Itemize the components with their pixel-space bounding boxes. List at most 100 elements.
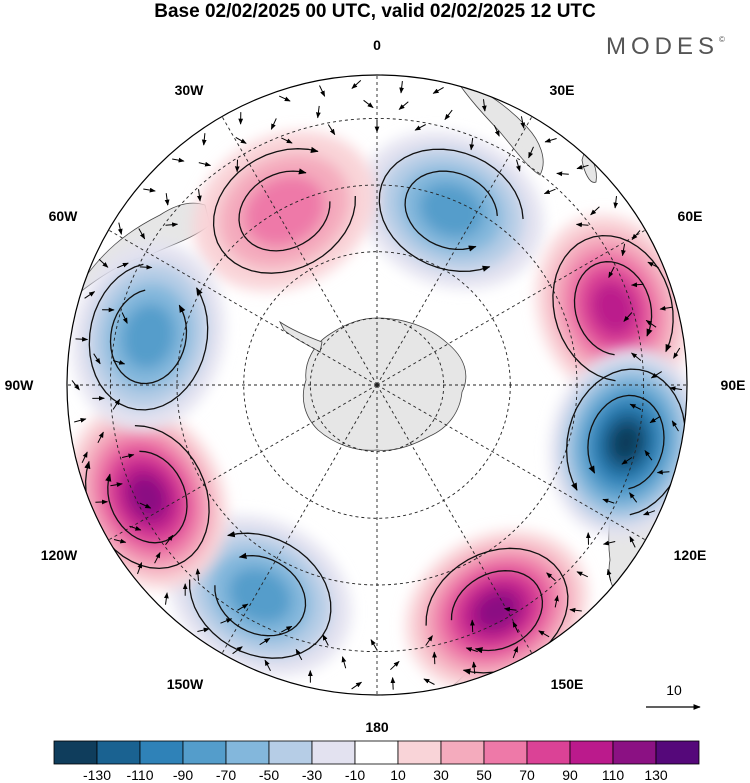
streamline [238, 168, 331, 252]
colorbar-swatch [483, 740, 528, 765]
wind-arrow [629, 492, 638, 503]
wind-arrow [631, 282, 644, 288]
wind-arrow [197, 189, 202, 202]
meridian-line [376, 384, 646, 541]
lon-label-30e: 30E [550, 82, 575, 98]
meridian-line [376, 116, 533, 386]
wind-arrow [414, 124, 426, 131]
wind-arrow [399, 81, 405, 94]
wind-arrow [129, 525, 142, 531]
wind-arrow [629, 403, 642, 410]
wind-arrow [444, 109, 453, 121]
colorbar-tick-label: 70 [519, 767, 535, 783]
wind-arrow [544, 138, 557, 143]
wind-arrow [154, 551, 161, 564]
lon-label-0: 0 [373, 37, 381, 53]
wind-arrow [390, 660, 400, 671]
wind-arrow [656, 469, 670, 475]
wind-arrow [112, 398, 121, 410]
map-title: Base 02/02/2025 00 UTC, valid 02/02/2025… [154, 1, 596, 22]
wind-arrow [259, 637, 271, 646]
wind-arrow [621, 457, 633, 465]
wind-arrow [659, 305, 672, 311]
meridian-line [376, 229, 646, 386]
wind-arrow [590, 206, 600, 216]
africa [453, 77, 544, 176]
wind-arrow [432, 86, 444, 94]
colorbar-tick-label: -30 [302, 767, 322, 783]
wind-arrow [554, 595, 559, 608]
streamline [105, 450, 188, 544]
streamline [404, 170, 498, 252]
lon-label-150w: 150W [167, 676, 204, 692]
streamline [212, 146, 356, 274]
lon-label-60e: 60E [678, 208, 703, 224]
wind-arrow [471, 661, 477, 674]
map-border [66, 74, 688, 696]
vector-reference: 10 [646, 682, 701, 710]
vector-reference-label: 10 [666, 682, 682, 698]
colorbar-swatch [311, 740, 356, 765]
wind-arrow [98, 258, 109, 268]
anomaly-blob [72, 242, 225, 431]
wind-arrow [673, 347, 681, 359]
wind-arrow [198, 161, 212, 167]
streamline [552, 234, 674, 382]
wind-arrow [351, 681, 362, 690]
colorbar-swatch [569, 740, 614, 765]
wind-vectors [71, 80, 683, 690]
colorbar-tick-label: -90 [173, 767, 193, 783]
colorbar-tick-label: 10 [390, 767, 406, 783]
wind-arrow [493, 125, 500, 137]
wind-arrow [645, 319, 657, 328]
wind-arrow [121, 312, 128, 324]
wind-arrow [390, 677, 396, 690]
wind-arrow [569, 607, 582, 613]
wind-arrow [631, 352, 642, 361]
wind-arrow [195, 568, 201, 581]
colorbar-swatch [526, 740, 571, 765]
wind-arrow [93, 353, 101, 365]
wind-arrow [138, 228, 146, 240]
streamline [450, 570, 544, 654]
wind-arrow [270, 118, 277, 130]
circulation-cell [212, 146, 356, 274]
wind-arrow [281, 137, 293, 144]
circulation-cell [88, 263, 209, 411]
lon-label-120e: 120E [674, 547, 707, 563]
streamline [88, 263, 209, 411]
wind-arrow [504, 606, 517, 612]
colorbar-swatch [182, 740, 227, 765]
colorbar-swatch [96, 740, 141, 765]
wind-arrow [71, 380, 80, 391]
colorbar-tick-label: 50 [476, 767, 492, 783]
wind-arrow [235, 136, 247, 144]
copyright-mark: © [719, 35, 725, 44]
wind-arrow [74, 417, 87, 423]
wind-arrow [602, 498, 615, 504]
wind-arrow [398, 101, 409, 110]
wind-arrow [341, 656, 347, 669]
wind-arrow [164, 592, 169, 605]
wind-arrow [84, 291, 96, 299]
wind-arrow [117, 262, 129, 269]
wind-arrow [363, 99, 374, 108]
wind-arrow [556, 171, 569, 177]
meridian-line [108, 229, 378, 386]
anomaly-contour-fill [122, 303, 175, 370]
wind-arrow [512, 621, 519, 633]
anomaly-contour-fill [474, 591, 519, 630]
wind-arrow [351, 80, 362, 89]
wind-arrow [95, 499, 108, 505]
lon-label-150e: 150E [551, 676, 584, 692]
wind-arrow [516, 159, 521, 172]
streamline [378, 148, 524, 272]
wind-arrow [602, 540, 616, 546]
wind-arrow [322, 634, 329, 646]
wind-arrow [197, 627, 210, 633]
wind-arrow [278, 95, 291, 102]
wind-arrow [575, 222, 589, 228]
streamline [573, 261, 653, 356]
wind-arrow [113, 538, 127, 544]
colorbar-swatch [225, 740, 270, 765]
